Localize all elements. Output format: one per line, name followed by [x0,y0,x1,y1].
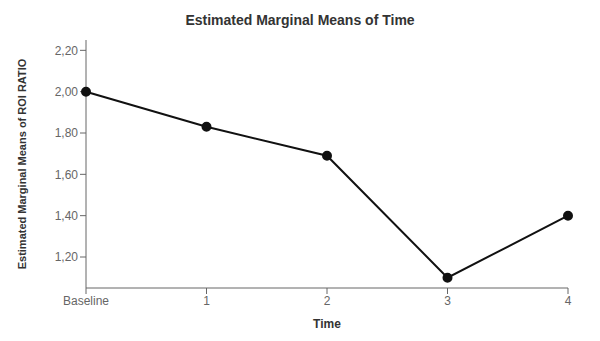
svg-text:Baseline: Baseline [63,294,109,308]
svg-text:2,20: 2,20 [55,44,79,58]
svg-text:1,20: 1,20 [55,250,79,264]
svg-text:1: 1 [203,294,210,308]
svg-text:4: 4 [565,294,572,308]
svg-text:1,60: 1,60 [55,168,79,182]
svg-text:1,40: 1,40 [55,209,79,223]
svg-text:3: 3 [444,294,451,308]
svg-text:2: 2 [324,294,331,308]
svg-text:Time: Time [313,317,341,331]
html-text:Estimated Marginal Means of Ti: Estimated Marginal Means of Time [185,12,415,28]
svg-text:2,00: 2,00 [55,85,79,99]
svg-text:Estimated Marginal Means of RO: Estimated Marginal Means of ROI RATIO [16,58,28,269]
svg-text:1,80: 1,80 [55,126,79,140]
